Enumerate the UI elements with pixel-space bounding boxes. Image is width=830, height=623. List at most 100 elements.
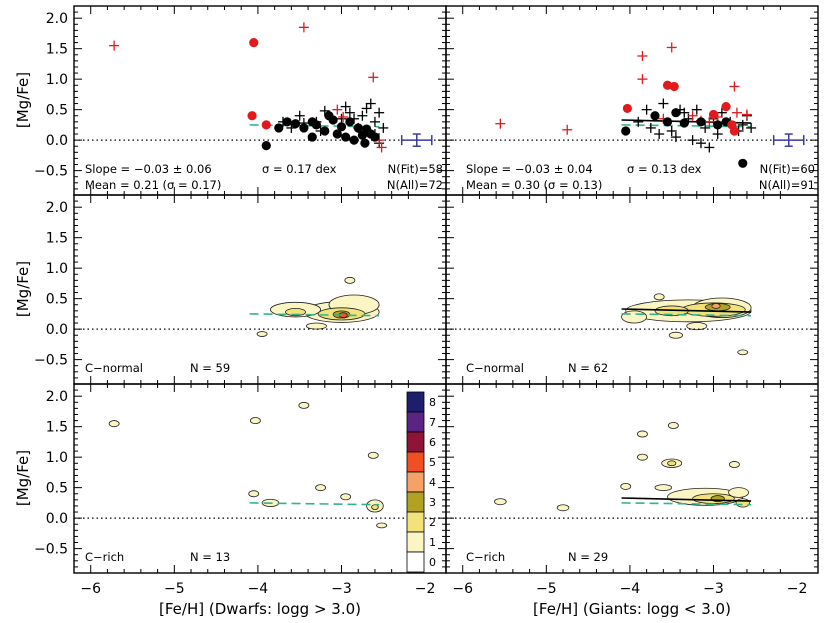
plus-marker [298, 22, 309, 33]
panel-giants-crich: C−rich N = 29 [445, 383, 819, 574]
plus-marker [109, 40, 120, 51]
plus-marker [712, 129, 723, 140]
circle-marker [349, 135, 359, 145]
density-contour [376, 522, 388, 529]
y-tick-label: 2.0 [46, 11, 68, 27]
plus-marker [700, 122, 711, 133]
density-contour [654, 484, 673, 492]
density-contour [653, 293, 665, 301]
plus-marker [666, 42, 677, 53]
density-contour [298, 401, 310, 409]
circle-marker [679, 118, 689, 128]
plus-marker [637, 50, 648, 61]
plus-marker [376, 142, 387, 153]
density-contour [637, 453, 648, 461]
colorbar-swatch [406, 391, 425, 413]
y-tick-label: 1.5 [46, 42, 68, 58]
plus-marker [741, 109, 752, 120]
plus-marker [357, 110, 368, 121]
colorbar-label: 8 [429, 396, 436, 409]
y-tick-label: 0.0 [46, 511, 68, 527]
density-contour [556, 504, 570, 512]
density-contour [667, 422, 679, 429]
plus-marker [737, 119, 748, 130]
circle-marker [696, 117, 706, 127]
x-tick-label: −3 [703, 581, 724, 597]
density-contour [305, 322, 327, 330]
circle-marker [261, 141, 271, 151]
plus-marker [368, 72, 379, 83]
circle-marker [341, 132, 351, 142]
y-tick-label: 1.5 [46, 420, 68, 436]
plus-marker [729, 81, 740, 92]
x-tick-label: −2 [415, 581, 436, 597]
colorbar-swatch [406, 491, 425, 513]
x-axis-title-giants: [Fe/H] (Giants: logg < 3.0) [533, 600, 731, 618]
y-tick-label: 1.5 [46, 231, 68, 247]
circle-marker [669, 81, 679, 92]
circle-marker [721, 101, 731, 112]
count-label: N = 13 [190, 550, 230, 564]
circle-marker [324, 111, 334, 121]
circle-marker [299, 123, 309, 133]
circle-marker [290, 119, 301, 129]
sigma-annotation: σ = 0.17 dex [262, 162, 337, 176]
plus-marker [344, 107, 355, 118]
density-contour [728, 487, 750, 498]
panel-dwarfs-scatter: Slope = −0.03 ± 0.06 σ = 0.17 dex Mean =… [73, 5, 447, 196]
x-tick-label: −5 [164, 581, 185, 597]
nall-annotation: N(All)=91 [759, 178, 815, 192]
nall-annotation: N(All)=72 [387, 178, 443, 192]
circle-marker [671, 108, 681, 118]
y-tick-label: 0.0 [46, 133, 68, 149]
colorbar-label: 4 [429, 476, 436, 489]
mean-annotation: Mean = 0.30 (σ = 0.13) [466, 178, 602, 192]
plus-marker [340, 101, 351, 112]
y-axis-title-bottom: [Mg/Fe] [14, 450, 32, 506]
colorbar-swatch [406, 431, 425, 453]
x-tick-label: −4 [248, 581, 269, 597]
density-contour [108, 420, 120, 428]
plus-marker [332, 104, 343, 115]
panel-giants-scatter: Slope = −0.03 ± 0.04 σ = 0.13 dex Mean =… [445, 5, 819, 196]
y-tick-label: 1.0 [46, 450, 68, 466]
plus-marker [645, 122, 656, 133]
y-axis-title-top: [Mg/Fe] [14, 72, 32, 128]
plus-marker [666, 125, 677, 136]
slope-annotation: Slope = −0.03 ± 0.06 [85, 162, 212, 176]
circle-marker [249, 37, 259, 48]
nfit-annotation: N(Fit)=60 [760, 162, 815, 176]
colorbar-label: 5 [429, 456, 436, 469]
colorbar-swatch [406, 531, 425, 553]
plus-marker [633, 116, 644, 127]
plus-marker [641, 104, 652, 115]
trend-line [249, 313, 380, 317]
y-tick-label: 0.5 [46, 481, 68, 497]
colorbar-swatch [406, 411, 425, 433]
plus-marker [731, 107, 742, 118]
error-bar [400, 133, 433, 147]
y-tick-label: −0.5 [34, 542, 68, 558]
plus-marker [691, 104, 702, 115]
density-contour [667, 460, 677, 467]
colorbar-swatch [406, 511, 425, 533]
colorbar-swatch [406, 471, 425, 493]
density-contour [737, 349, 749, 356]
x-tick-label: −4 [620, 581, 641, 597]
panel-dwarfs-crich: C−rich N = 13 [73, 383, 447, 574]
circle-marker [622, 103, 633, 114]
circle-marker [353, 123, 363, 133]
plus-marker [361, 103, 372, 114]
colorbar-label: 1 [429, 536, 436, 549]
x-tick-label: −2 [787, 581, 808, 597]
mean-annotation: Mean = 0.21 (σ = 0.17) [85, 178, 221, 192]
density-contour [728, 461, 740, 468]
colorbar: 8 7 6 5 4 3 2 1 0 [406, 391, 436, 573]
density-contour [371, 504, 379, 510]
density-contour [711, 303, 721, 309]
y-tick-label: −0.5 [34, 353, 68, 369]
plus-marker [378, 122, 389, 133]
error-bar [772, 133, 805, 147]
plus-marker [716, 107, 727, 118]
count-label: N = 29 [568, 550, 608, 564]
